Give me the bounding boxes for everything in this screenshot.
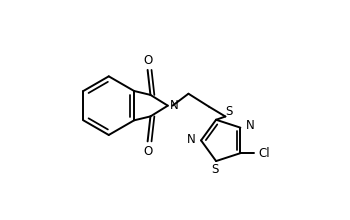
Text: N: N [169, 99, 178, 112]
Text: Cl: Cl [258, 147, 270, 160]
Text: S: S [226, 105, 233, 118]
Text: N: N [246, 119, 254, 132]
Text: O: O [143, 54, 152, 67]
Text: N: N [187, 133, 196, 146]
Text: O: O [143, 145, 152, 158]
Text: S: S [211, 163, 219, 176]
